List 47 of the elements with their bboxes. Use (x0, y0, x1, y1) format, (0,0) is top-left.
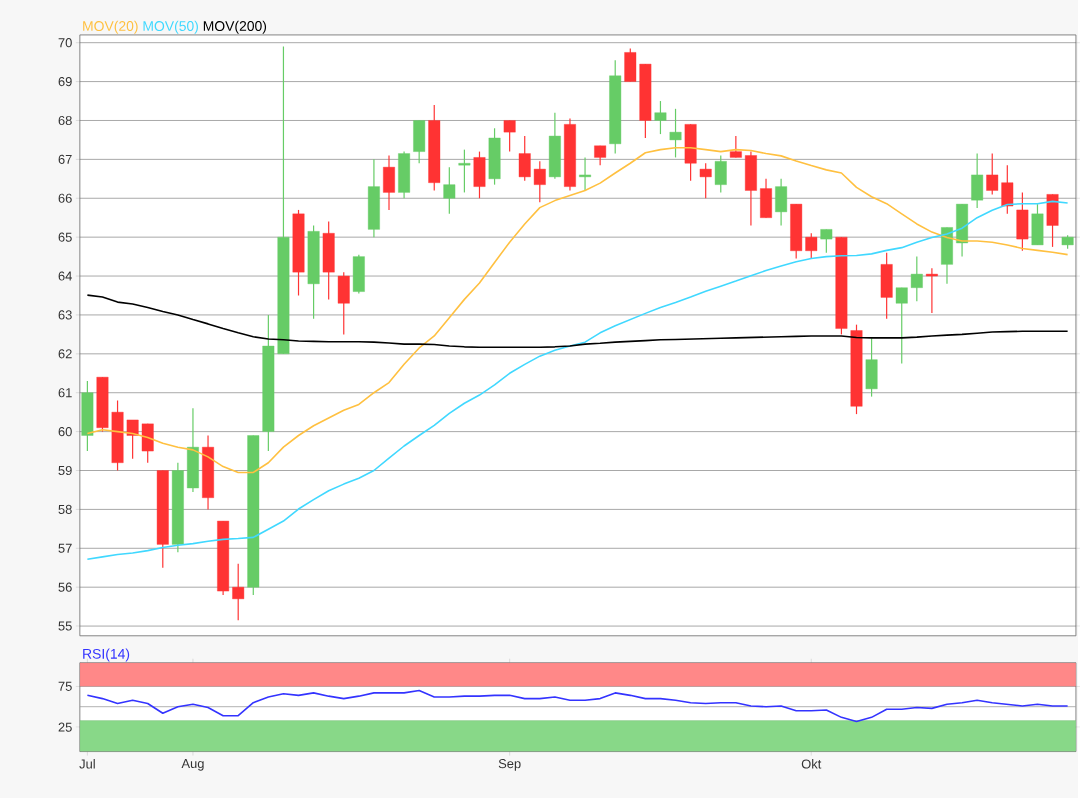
y-tick-label: 68 (58, 115, 72, 125)
y-tick-label: 59 (58, 465, 72, 475)
x-tick-label: Aug (181, 758, 204, 771)
candlestick (654, 100, 667, 135)
y-tick-label: 60 (58, 426, 72, 436)
candlestick (232, 563, 245, 621)
y-tick-label: 57 (58, 543, 72, 553)
y-tick-label: 65 (58, 232, 72, 242)
x-tick-label: Okt (801, 758, 822, 769)
y-tick-label: 70 (58, 37, 72, 48)
candlestick (518, 135, 531, 182)
x-tick-label: Jul (79, 758, 95, 769)
y-tick-label: 25 (58, 722, 72, 732)
candlestick (910, 255, 923, 302)
y-tick-label: 62 (58, 349, 72, 359)
candlestick (126, 419, 139, 460)
candlestick (1001, 164, 1014, 215)
candlestick (986, 152, 999, 195)
candlestick (699, 162, 712, 199)
candlestick (443, 166, 456, 215)
y-tick-label: 63 (58, 310, 72, 320)
y-tick-label: 67 (58, 154, 72, 164)
y-tick-label: 75 (58, 681, 72, 691)
candlestick (503, 119, 516, 152)
y-tick-label: 61 (58, 387, 72, 398)
candlestick (714, 154, 727, 193)
candlestick (820, 228, 833, 254)
candlestick (669, 107, 682, 158)
text: MOV(200) (203, 20, 267, 34)
candlestick (805, 232, 818, 259)
y-tick-label: 69 (58, 76, 72, 86)
text: MOV(50) (143, 20, 198, 34)
candlestick (533, 160, 546, 203)
candlestick (925, 267, 938, 314)
text: RSI(14) (83, 648, 130, 662)
y-tick-label: 64 (58, 271, 72, 281)
y-tick-label: 56 (58, 582, 72, 592)
x-tick-label: Sep (498, 758, 521, 771)
y-tick-label: 55 (58, 621, 72, 631)
candlestick (895, 286, 908, 364)
candlestick (579, 156, 591, 191)
candlestick (729, 135, 742, 158)
candlestick (458, 148, 471, 193)
y-tick-label: 66 (58, 193, 72, 203)
y-tick-label: 58 (58, 504, 72, 514)
text: MOV(20) (83, 20, 138, 34)
candlestick (594, 144, 607, 166)
